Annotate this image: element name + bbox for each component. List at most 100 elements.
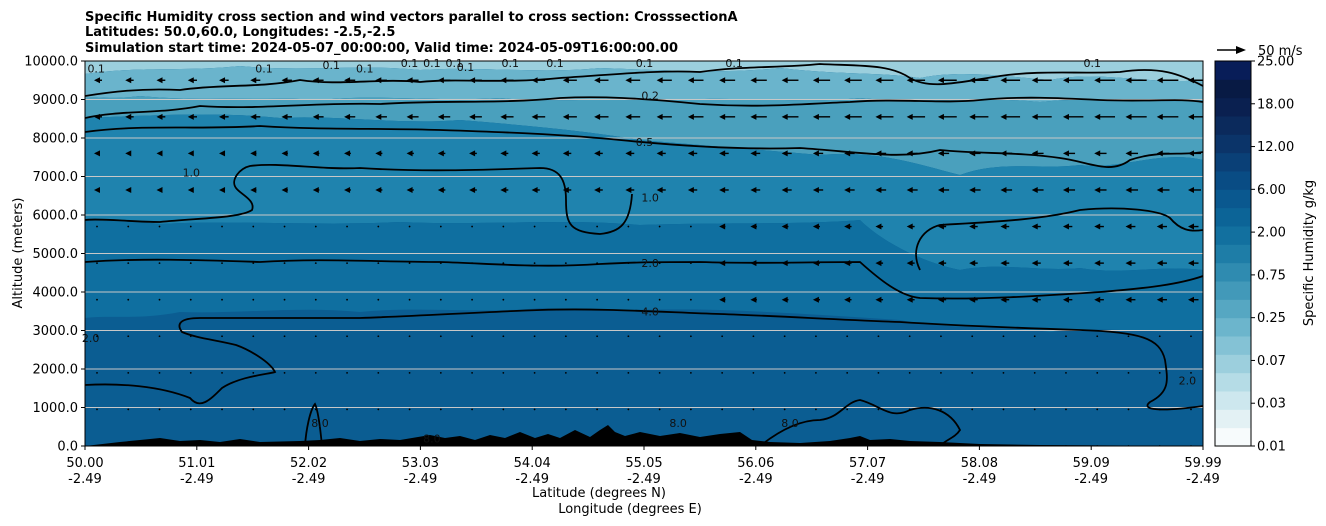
contour-label: 0.1 bbox=[1083, 57, 1101, 70]
wind-vector-dot bbox=[846, 371, 849, 374]
wind-vector-dot bbox=[689, 262, 692, 265]
wind-vector-head bbox=[781, 77, 788, 84]
colorbar-tick-label: 0.07 bbox=[1257, 354, 1286, 369]
wind-vector-dot bbox=[346, 262, 348, 265]
contour-8.0a bbox=[304, 402, 323, 446]
wind-vector-head bbox=[469, 77, 476, 84]
colorbar-segment bbox=[1215, 226, 1251, 245]
y-tick-label: 3000.0 bbox=[33, 324, 79, 339]
wind-vector-head bbox=[969, 296, 976, 303]
wind-vector-head bbox=[562, 77, 569, 84]
wind-vector-head bbox=[562, 150, 569, 157]
wind-vector-dot bbox=[783, 408, 786, 411]
contour-label: 0.1 bbox=[457, 61, 475, 74]
wind-vector-dot bbox=[1065, 371, 1067, 374]
wind-vector-head bbox=[1125, 186, 1132, 193]
y-tick-label: 8000.0 bbox=[33, 132, 79, 147]
wind-vector-dot bbox=[158, 262, 161, 265]
wind-vector-head bbox=[469, 150, 476, 157]
wind-vector-dot bbox=[940, 408, 942, 411]
wind-vector-dot bbox=[1033, 408, 1036, 411]
wind-vector-head bbox=[906, 77, 913, 84]
wind-vector-head bbox=[375, 150, 382, 157]
contour-label: 2.0 bbox=[1179, 375, 1197, 388]
colorbar-tick-label: 18.00 bbox=[1257, 97, 1294, 112]
wind-vector-dot bbox=[752, 371, 755, 374]
wind-vector-dot bbox=[627, 371, 630, 374]
wind-vector-head bbox=[625, 150, 632, 157]
wind-vector-dot bbox=[1190, 335, 1192, 338]
wind-vector-head bbox=[375, 186, 382, 193]
wind-vector-dot bbox=[596, 298, 599, 301]
wind-vector-head bbox=[1000, 186, 1007, 193]
wind-vector-dot bbox=[377, 298, 380, 301]
wind-vector-head bbox=[594, 77, 601, 84]
wind-vector-dot bbox=[1033, 371, 1036, 374]
wind-vector-dot bbox=[127, 298, 130, 301]
wind-vector-head bbox=[375, 113, 382, 120]
wind-vector-head bbox=[250, 77, 257, 84]
wind-vector-dot bbox=[189, 335, 192, 338]
wind-vector-head bbox=[281, 150, 288, 157]
wind-vector-head bbox=[719, 186, 726, 193]
wind-vector-head bbox=[750, 113, 757, 120]
y-tick-label: 9000.0 bbox=[33, 93, 79, 108]
wind-vector-dot bbox=[221, 371, 223, 374]
wind-vector-head bbox=[187, 77, 194, 84]
wind-vector-head bbox=[812, 186, 819, 193]
x-tick-label-lat: 53.03 bbox=[402, 456, 439, 471]
colorbar-segment bbox=[1215, 354, 1251, 374]
wind-vector-dot bbox=[346, 298, 348, 301]
wind-vector-head bbox=[812, 150, 819, 157]
colorbar-segment bbox=[1215, 372, 1251, 392]
band-lower-middle bbox=[85, 220, 1203, 332]
wind-vector-head bbox=[906, 150, 913, 157]
wind-vector-head bbox=[812, 260, 819, 267]
colorbar-segment bbox=[1215, 152, 1251, 172]
wind-vector-dot bbox=[408, 408, 411, 411]
wind-vector-head bbox=[937, 223, 944, 230]
wind-vector-head bbox=[469, 113, 476, 120]
wind-vector-dot bbox=[502, 298, 505, 301]
wind-vector-dot bbox=[596, 335, 599, 338]
wind-vector-head bbox=[875, 150, 882, 157]
wind-vector-head bbox=[812, 77, 819, 84]
wind-vector-head bbox=[594, 150, 601, 157]
wind-vector-dot bbox=[908, 371, 911, 374]
colorbar-segment bbox=[1215, 281, 1251, 300]
wind-vector-dot bbox=[783, 371, 786, 374]
wind-vector-dot bbox=[314, 335, 317, 338]
wind-vector-head bbox=[219, 113, 226, 120]
wind-vector-head bbox=[1000, 113, 1007, 120]
wind-vector-head bbox=[750, 260, 757, 267]
wind-vector-head bbox=[687, 113, 694, 120]
contour-label: 1.0 bbox=[641, 192, 659, 205]
wind-vector-head bbox=[969, 260, 976, 267]
wind-vector-head bbox=[187, 113, 194, 120]
wind-vector-head bbox=[250, 186, 257, 193]
wind-vector-head bbox=[1188, 77, 1194, 84]
contour-label: 2.0 bbox=[82, 332, 100, 345]
wind-vector-head bbox=[1000, 296, 1007, 303]
wind-vector-head bbox=[750, 150, 757, 157]
wind-vector-dot bbox=[533, 408, 536, 411]
wind-vector-dot bbox=[439, 262, 442, 265]
colorbar-frame bbox=[1214, 60, 1252, 447]
wind-vector-head bbox=[500, 150, 507, 157]
contour-8.0b bbox=[759, 399, 962, 446]
wind-vector-dot bbox=[596, 225, 599, 228]
contour-label: 0.1 bbox=[356, 63, 374, 76]
contour-2.0b bbox=[85, 308, 1203, 411]
band-top-light bbox=[85, 61, 1203, 82]
wind-vector-head bbox=[1094, 260, 1101, 267]
wind-vector-dot bbox=[377, 371, 380, 374]
colorbar-segment bbox=[1215, 299, 1251, 319]
wind-vector-head bbox=[812, 113, 819, 120]
wind-vector-head bbox=[500, 113, 507, 120]
wind-vector-head bbox=[750, 186, 757, 193]
wind-vector-dot bbox=[564, 371, 567, 374]
colorbar-segment bbox=[1215, 244, 1251, 264]
wind-vector-dot bbox=[502, 262, 505, 265]
wind-vector-head bbox=[781, 223, 788, 230]
wind-vector-dot bbox=[96, 262, 98, 265]
